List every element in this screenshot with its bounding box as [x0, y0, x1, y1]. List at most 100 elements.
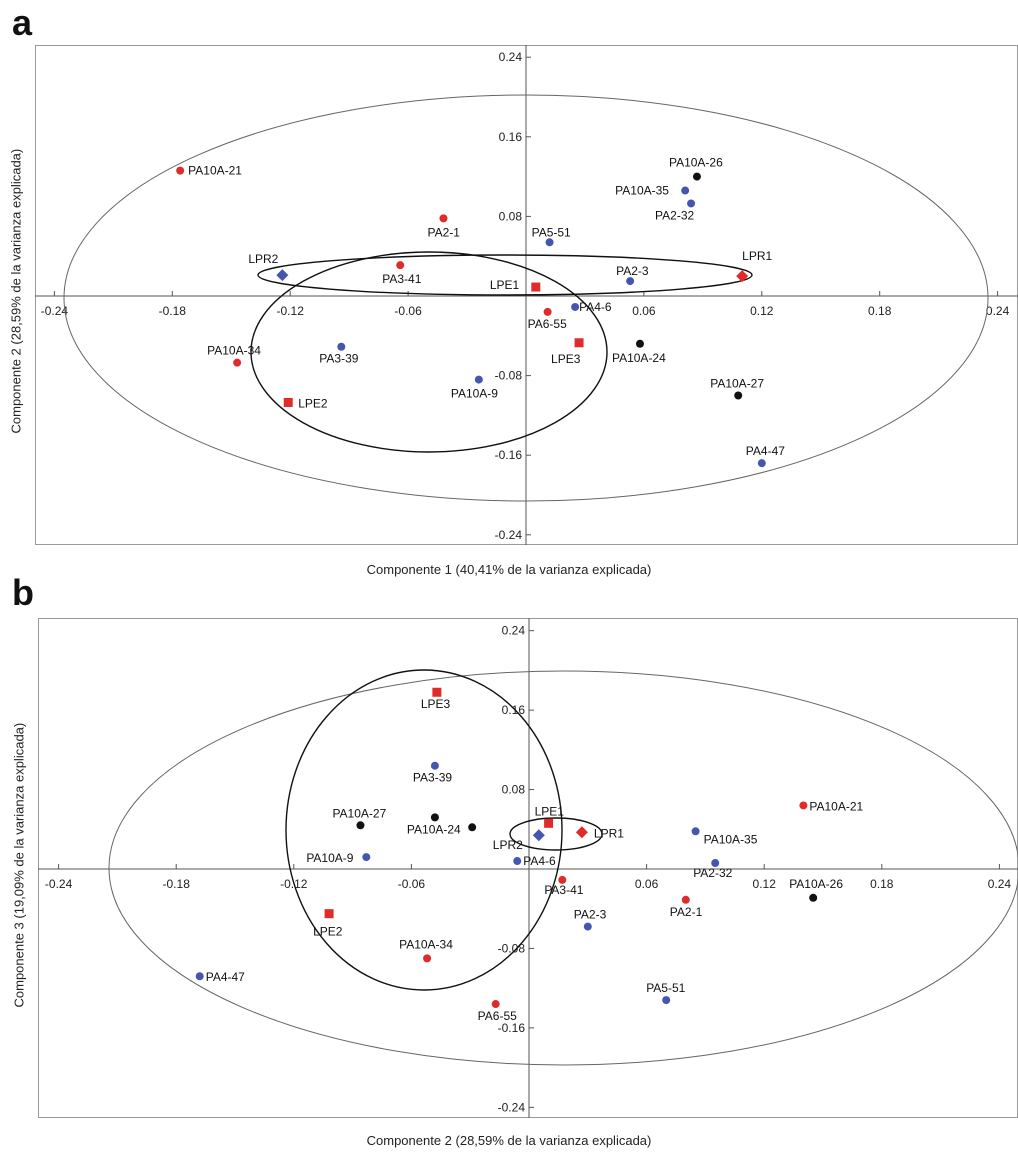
point-pa6-55: [491, 1000, 500, 1009]
point-label: PA2-32: [693, 866, 732, 880]
x-tick-label: -0.18: [163, 877, 191, 891]
point-pa2-1: [681, 895, 690, 904]
point-pa10a-24-b: [468, 823, 477, 832]
point-pa5-51: [545, 238, 554, 247]
point-label: PA6-55: [478, 1009, 517, 1023]
y-tick-label: -0.24: [498, 1100, 526, 1114]
point-pa10a-34: [423, 954, 432, 963]
confidence-ellipse-outer: [63, 94, 989, 502]
point-pa2-3: [583, 922, 592, 931]
point-label: PA6-55: [528, 317, 567, 331]
point-label: PA10A-24: [612, 351, 666, 365]
point-pa10a-26: [809, 893, 818, 902]
confidence-ellipse-lpe: [250, 251, 608, 453]
y-tick-label: -0.24: [495, 528, 523, 542]
point-pa10a-26: [692, 172, 701, 181]
point-label: PA2-3: [616, 264, 649, 278]
point-label: PA10A-35: [615, 184, 669, 198]
x-tick-label: -0.06: [398, 877, 426, 891]
point-pa10a-9: [474, 375, 483, 384]
point-lpr1: [736, 270, 749, 283]
point-lpr1: [575, 826, 588, 839]
y-tick-label: 0.16: [502, 703, 526, 717]
point-label: LPE1: [490, 278, 520, 292]
point-pa2-32: [711, 859, 720, 868]
point-label: PA10A-26: [789, 877, 843, 891]
point-label: PA10A-27: [332, 806, 386, 820]
panel-letter-a: a: [12, 2, 33, 43]
point-pa10a-34: [233, 358, 242, 367]
point-label: PA3-41: [544, 883, 583, 897]
point-pa4-6: [571, 302, 580, 311]
point-label: LPR2: [248, 252, 278, 266]
point-pa4-47: [195, 972, 204, 981]
point-lpr2: [276, 269, 289, 282]
x-tick-label: 0.18: [868, 304, 892, 318]
x-tick-label: 0.12: [753, 877, 777, 891]
point-pa2-1: [439, 214, 448, 223]
point-pa10a-27: [734, 391, 743, 400]
y-tick-label: 0.08: [502, 783, 526, 797]
point-pa3-41: [396, 261, 405, 270]
point-lpe1: [544, 818, 554, 828]
point-lpe3: [432, 687, 442, 697]
confidence-ellipse-outer: [108, 670, 1018, 1066]
point-pa10a-21: [799, 801, 808, 810]
point-label: PA4-47: [746, 444, 785, 458]
point-label: LPE3: [551, 352, 581, 366]
point-pa10a-9: [362, 853, 371, 862]
point-label: LPR1: [742, 249, 772, 263]
x-axis-label-b: Componente 2 (28,59% de la varianza expl…: [366, 1133, 652, 1148]
x-tick-label: -0.24: [45, 877, 73, 891]
point-label: PA5-51: [532, 225, 571, 239]
point-label: PA2-1: [670, 905, 703, 919]
x-tick-label: -0.12: [277, 304, 305, 318]
plot-frame-b: [38, 618, 1018, 1118]
x-tick-label: 0.24: [988, 877, 1012, 891]
point-pa6-55: [543, 307, 552, 316]
x-tick-label: 0.18: [870, 877, 894, 891]
point-label: PA2-1: [427, 225, 460, 239]
point-pa2-32: [687, 199, 696, 208]
point-pa10a-35: [691, 827, 700, 836]
point-label: PA10A-9: [306, 851, 353, 865]
point-lpe2: [283, 397, 293, 407]
confidence-ellipse-lpe: [285, 669, 563, 991]
point-label: LPR1: [594, 826, 624, 840]
point-lpe3: [574, 338, 584, 348]
point-label: PA10A-26: [669, 156, 723, 170]
point-pa10a-24: [430, 813, 439, 822]
point-label: PA10A-21: [809, 799, 863, 813]
x-tick-label: 0.06: [635, 877, 659, 891]
y-tick-label: -0.16: [495, 448, 523, 462]
point-pa10a-27: [356, 821, 365, 830]
point-label: PA10A-35: [704, 832, 758, 846]
point-label: LPE1: [535, 804, 565, 818]
point-pa10a-35: [681, 186, 690, 195]
point-label: LPR2: [493, 838, 523, 852]
point-label: PA10A-27: [710, 377, 764, 391]
point-lpe1: [531, 282, 541, 292]
point-label: PA10A-9: [451, 387, 498, 401]
point-lpe2: [324, 909, 334, 919]
point-label: PA10A-24: [407, 822, 461, 836]
point-label: LPE2: [313, 925, 343, 939]
point-label: PA10A-34: [207, 344, 261, 358]
point-pa10a-24: [635, 339, 644, 348]
y-tick-label: 0.24: [502, 624, 526, 638]
chart-a: -0.24 -0.18 -0.12 -0.06 0.06 0.12 0.18 0.24 0.24…: [35, 45, 1018, 545]
point-label: LPE2: [298, 396, 328, 410]
y-tick-label: -0.08: [495, 369, 523, 383]
point-label: PA5-51: [646, 981, 685, 995]
point-pa4-47: [757, 459, 766, 468]
confidence-ellipse-lpr: [509, 817, 603, 851]
confidence-ellipse-lpr: [257, 254, 753, 296]
point-pa3-39: [337, 342, 346, 351]
y-tick-label: 0.24: [499, 50, 523, 64]
y-tick-label: 0.08: [499, 209, 523, 223]
x-tick-label: 0.06: [632, 304, 656, 318]
point-label: PA3-39: [319, 352, 358, 366]
point-pa4-6: [513, 857, 522, 866]
y-tick-label: -0.08: [498, 941, 526, 955]
